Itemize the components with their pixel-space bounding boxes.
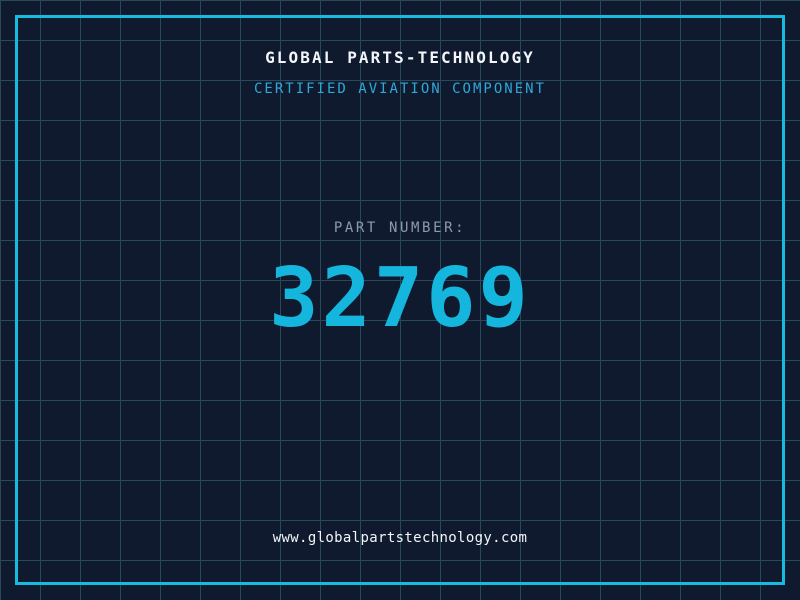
company-subtitle: CERTIFIED AVIATION COMPONENT — [253, 81, 546, 97]
part-number-value: 32769 — [269, 251, 531, 346]
company-title: GLOBAL PARTS-TECHNOLOGY — [265, 48, 535, 67]
website-url: www.globalpartstechnology.com — [272, 530, 528, 546]
part-number-label: PART NUMBER: — [333, 220, 467, 236]
